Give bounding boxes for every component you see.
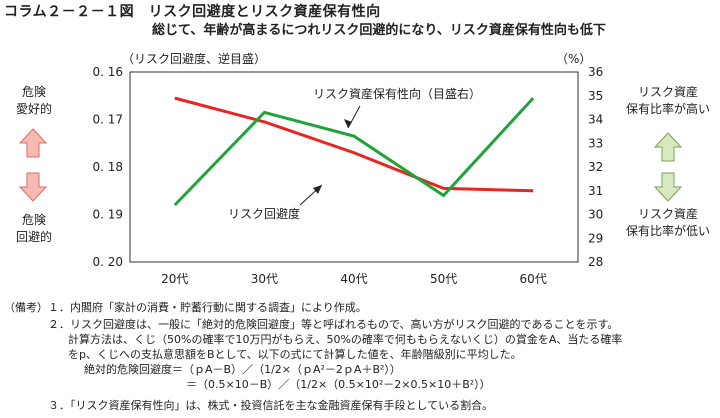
down-arrow-icon <box>653 172 683 202</box>
y-left-axis-label: （リスク回避度、逆目盛） <box>122 51 266 66</box>
pointer-arrowhead-icon <box>344 119 352 128</box>
up-arrow-icon <box>18 128 48 158</box>
y-right-tick-label: 34 <box>588 113 603 127</box>
line-chart: （リスク回避度、逆目盛） （%） 0. 16 0. 17 0. 18 0. 19 0. … <box>92 51 603 286</box>
right-arrows <box>653 132 683 202</box>
y-left-tick-label: 0. 17 <box>92 113 123 127</box>
y-right-tick-label: 33 <box>588 136 603 150</box>
left-bottom-label-line1: 危険 <box>21 213 46 227</box>
y-left-tick-label: 0. 19 <box>92 208 123 222</box>
x-tick-label: 40代 <box>340 272 367 286</box>
note-2a: ２．リスク回避度は、一般に「絶対的危険回避度」等と呼ばれるもので、高い方がリスク… <box>48 318 619 331</box>
y-right-tick-label: 35 <box>588 89 603 103</box>
left-bottom-label: 危険 回避的 <box>4 212 64 246</box>
x-tick-label: 20代 <box>161 272 188 286</box>
left-top-label: 危険 愛好的 <box>4 84 64 118</box>
right-top-label-line1: リスク資産 <box>637 85 698 99</box>
y-right-tick-label: 28 <box>588 255 603 269</box>
y-right-tick-label: 30 <box>588 208 603 222</box>
left-arrows <box>18 128 48 202</box>
right-bottom-label-line2: 保有比率が低い <box>625 224 710 238</box>
y-left-tick-label: 0. 16 <box>92 65 123 79</box>
y-left-tick-label: 0. 20 <box>92 255 123 269</box>
figure-subtitle: 総じて、年齢が高まるにつれリスク回避的になり、リスク資産保有性向も低下 <box>152 23 606 38</box>
x-tick-label: 50代 <box>430 272 457 286</box>
up-arrow-icon <box>653 132 683 162</box>
annotation-risk-asset: リスク資産保有性向（目盛右） <box>313 86 481 101</box>
note-2d: 絶対的危険回避度＝（ｐA－B）／（1/2×（ｐA²－2ｐA＋B²）） <box>84 363 401 376</box>
note-2c: をp、くじへの支払意思額をBとして、以下の式にて計算した値を、年齢階級別に平均し… <box>68 348 522 361</box>
series-line-risk-aversion <box>174 96 534 193</box>
right-top-label-line2: 保有比率が高い <box>625 102 710 116</box>
note-2e: ＝（0.5×10－B）／（1/2×（0.5×10²－2×0.5×10＋B²）） <box>186 378 491 391</box>
note-1: １．内閣府「家計の消費・貯蓄行動に関する調査」により作成。 <box>48 301 367 314</box>
pointer-arrowhead-icon <box>313 185 322 194</box>
y-left-tick-label: 0. 18 <box>92 160 123 174</box>
left-top-label-line2: 愛好的 <box>15 102 52 116</box>
y-right-tick-label: 36 <box>588 65 603 79</box>
y-right-axis-label: （%） <box>556 52 591 66</box>
y-right-tick-label: 29 <box>588 231 603 245</box>
y-right-tick-label: 32 <box>588 160 603 174</box>
right-bottom-label-line1: リスク資産 <box>637 207 698 221</box>
notes-label: （備考） <box>4 301 48 314</box>
right-bottom-label: リスク資産 保有比率が低い <box>616 206 720 240</box>
note-3: ３．「リスク資産保有性向」は、株式・投資信託を主な金融資産保有手段としている割合… <box>48 399 494 412</box>
annotation-risk-aversion: リスク回避度 <box>228 206 300 221</box>
figure-title: コラム２－２－１図 リスク回避度とリスク資産保有性向 <box>4 4 381 20</box>
right-top-label: リスク資産 保有比率が高い <box>616 84 720 118</box>
left-top-label-line1: 危険 <box>21 85 46 99</box>
x-tick-label: 30代 <box>251 272 278 286</box>
plot-frame <box>129 71 579 263</box>
down-arrow-icon <box>18 172 48 202</box>
y-right-tick-label: 31 <box>588 184 603 198</box>
note-2b: 計算方法は、くじ（50%の確率で10万円がもらえ、50%の確率で何ももらえないく… <box>68 333 623 346</box>
left-bottom-label-line2: 回避的 <box>15 230 52 244</box>
x-tick-label: 60代 <box>520 272 547 286</box>
